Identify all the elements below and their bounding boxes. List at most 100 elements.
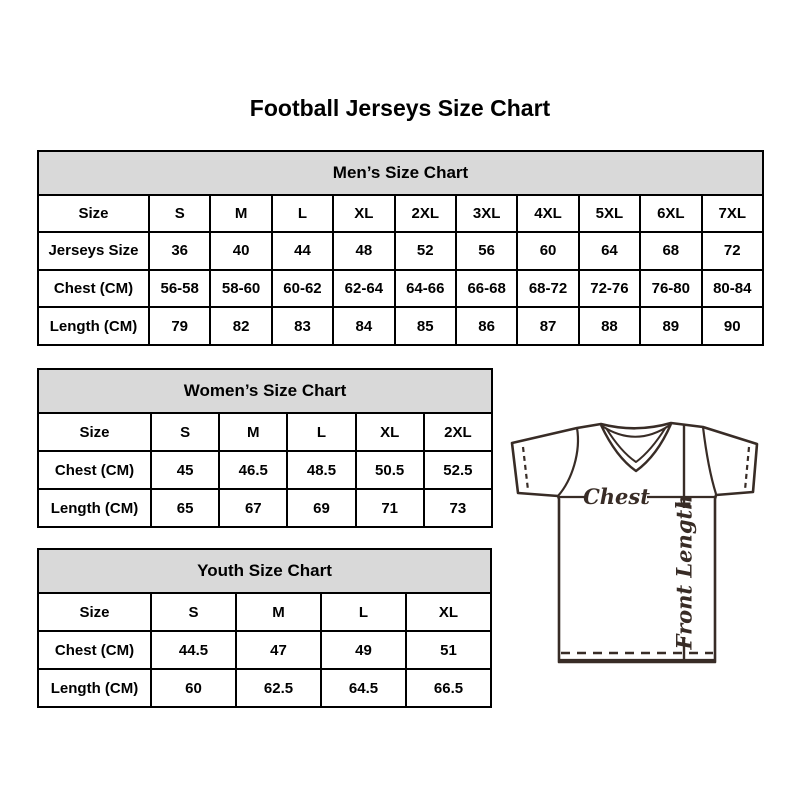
table-row: Chest (CM) 56-58 58-60 60-62 62-64 64-66 66-68… [37, 268, 765, 309]
value-cell: 50.5 [354, 450, 425, 490]
value-cell: 48.5 [286, 450, 357, 490]
jersey-measurement-diagram: Chest Front Length [510, 421, 759, 664]
value-cell: 80-84 [700, 268, 765, 309]
value-cell: 76-80 [639, 268, 703, 309]
value-cell: S [150, 592, 237, 632]
value-cell: 62-64 [332, 268, 396, 309]
value-cell: 47 [235, 630, 322, 670]
value-cell: S [147, 193, 212, 234]
value-cell: 72 [700, 231, 765, 271]
value-cell: 60 [150, 668, 237, 708]
womens-size-table: Women’s Size Chart Size S M L XL 2XL Chest (CM)… [37, 368, 494, 528]
value-cell: 3XL [454, 193, 519, 234]
value-cell: 40 [209, 231, 273, 271]
value-cell: 89 [639, 306, 703, 346]
value-cell: 82 [209, 306, 273, 346]
row-label-cell: Jerseys Size [37, 231, 150, 271]
youth-size-table: Youth Size Chart Size S M L XL Chest (CM) 44.5 4… [37, 548, 492, 708]
value-cell: 44 [270, 231, 335, 271]
table-section-header: Youth Size Chart [37, 548, 492, 594]
value-cell: 67 [218, 488, 289, 528]
collar-outer-v [599, 423, 673, 473]
right-cuff-dashed-line [743, 446, 751, 491]
value-cell: 90 [700, 306, 765, 346]
value-cell: 72-76 [577, 268, 642, 309]
value-cell: 44.5 [150, 630, 237, 670]
value-cell: 64 [577, 231, 642, 271]
value-cell: 45 [149, 450, 221, 490]
front-length-label: Front Length [672, 495, 697, 651]
value-cell: XL [405, 592, 492, 632]
table-row: Length (CM) 65 67 69 71 73 [37, 488, 494, 528]
page-title: Football Jerseys Size Chart [249, 95, 551, 121]
value-cell: 83 [270, 306, 335, 346]
value-cell: 79 [147, 306, 212, 346]
value-cell: S [149, 412, 221, 452]
value-cell: 66-68 [454, 268, 519, 309]
row-label-cell: Size [37, 193, 150, 234]
value-cell: XL [332, 193, 396, 234]
value-cell: 69 [286, 488, 357, 528]
left-armhole-seam [557, 427, 579, 497]
value-cell: XL [354, 412, 425, 452]
table-row: Size S M L XL 2XL [37, 412, 494, 452]
value-cell: 7XL [700, 193, 765, 234]
value-cell: 6XL [639, 193, 703, 234]
value-cell: 86 [454, 306, 519, 346]
row-label-cell: Chest (CM) [37, 450, 152, 490]
left-cuff-dashed-line [521, 446, 530, 491]
table-section-header: Women’s Size Chart [37, 368, 493, 414]
row-label-cell: Chest (CM) [37, 268, 150, 309]
chest-label: Chest [583, 484, 650, 509]
value-cell: M [235, 592, 322, 632]
value-cell: 56 [454, 231, 519, 271]
right-armhole-seam [701, 426, 718, 495]
table-section-header: Men’s Size Chart [37, 150, 764, 196]
value-cell: 2XL [422, 412, 494, 452]
value-cell: 36 [147, 231, 212, 271]
value-cell: 68 [639, 231, 703, 271]
table-row: Jerseys Size 36 40 44 48 52 56 60 64 68 72 [37, 231, 765, 271]
value-cell: 60 [516, 231, 580, 271]
table-row: Chest (CM) 45 46.5 48.5 50.5 52.5 [37, 450, 494, 490]
row-label-cell: Size [37, 412, 152, 452]
value-cell: 52.5 [422, 450, 494, 490]
value-cell: 88 [577, 306, 642, 346]
value-cell: L [320, 592, 407, 632]
table-row: Length (CM) 79 82 83 84 85 86 87 88 89 90 [37, 306, 765, 346]
value-cell: 51 [405, 630, 492, 670]
row-label-cell: Size [37, 592, 152, 632]
table-row: Length (CM) 60 62.5 64.5 66.5 [37, 668, 492, 708]
value-cell: 68-72 [516, 268, 580, 309]
value-cell: 71 [354, 488, 425, 528]
value-cell: L [286, 412, 357, 452]
value-cell: 66.5 [405, 668, 492, 708]
value-cell: 73 [422, 488, 494, 528]
row-label-cell: Length (CM) [37, 488, 152, 528]
value-cell: 49 [320, 630, 407, 670]
table-row: Size S M L XL 2XL 3XL 4XL 5XL 6XL 7XL [37, 193, 765, 234]
table-row: Size S M L XL [37, 592, 492, 632]
value-cell: 46.5 [218, 450, 289, 490]
value-cell: 62.5 [235, 668, 322, 708]
collar-inner-v [605, 426, 667, 463]
value-cell: 58-60 [209, 268, 273, 309]
value-cell: 48 [332, 231, 396, 271]
row-label-cell: Length (CM) [37, 306, 150, 346]
mens-size-table: Men’s Size Chart Size S M L XL 2XL 3XL 4XL 5XL 6XL… [37, 150, 765, 346]
value-cell: 84 [332, 306, 396, 346]
value-cell: 64.5 [320, 668, 407, 708]
jersey-outline-shape [510, 421, 759, 664]
row-label-cell: Length (CM) [37, 668, 152, 708]
value-cell: L [270, 193, 335, 234]
value-cell: M [218, 412, 289, 452]
value-cell: 4XL [516, 193, 580, 234]
row-label-cell: Chest (CM) [37, 630, 152, 670]
value-cell: M [209, 193, 273, 234]
value-cell: 85 [393, 306, 457, 346]
value-cell: 87 [516, 306, 580, 346]
table-row: Chest (CM) 44.5 47 49 51 [37, 630, 492, 670]
value-cell: 64-66 [393, 268, 457, 309]
value-cell: 2XL [393, 193, 457, 234]
